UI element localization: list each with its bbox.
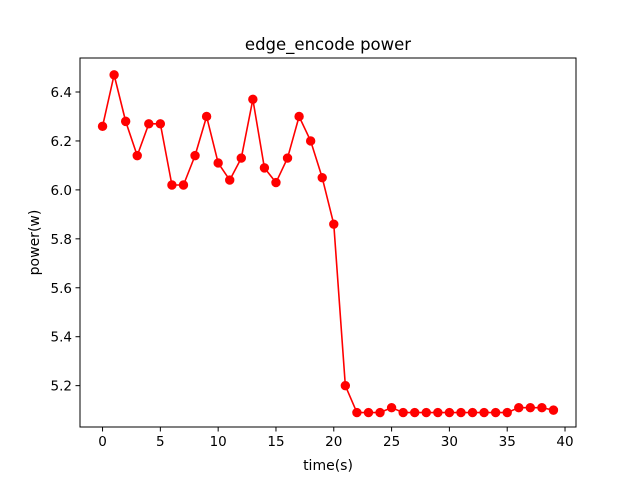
y-tick-label: 6.0 <box>51 183 72 199</box>
data-point <box>467 407 478 418</box>
y-tick-label: 6.4 <box>51 85 72 101</box>
data-point <box>178 180 189 190</box>
x-tick-label: 25 <box>383 434 400 450</box>
data-point <box>502 407 512 418</box>
x-tick-label: 15 <box>267 434 284 450</box>
data-point <box>340 380 351 391</box>
y-tick-label: 5.6 <box>51 281 72 297</box>
data-point <box>363 407 374 418</box>
x-tick-label: 40 <box>556 434 573 450</box>
x-tick-label: 20 <box>325 434 342 450</box>
series-layer <box>97 70 559 418</box>
x-tick-label: 35 <box>499 434 516 450</box>
data-point <box>456 407 466 418</box>
x-tick-label: 5 <box>156 434 165 450</box>
data-point <box>155 119 166 129</box>
data-point <box>167 180 177 190</box>
data-point <box>433 407 443 418</box>
data-point <box>537 402 547 413</box>
data-point <box>444 407 455 418</box>
series-line <box>101 74 554 414</box>
y-tick-label: 5.4 <box>51 330 72 346</box>
data-point <box>236 153 246 163</box>
data-point <box>329 219 339 229</box>
chart-title: edge_encode power <box>245 35 411 55</box>
data-point <box>490 407 501 418</box>
data-point <box>201 111 212 122</box>
data-point <box>282 153 293 163</box>
x-axis-ticks: 0 5 10 15 20 25 30 35 40 <box>98 427 574 450</box>
x-tick-label: 10 <box>210 434 227 450</box>
data-point <box>398 407 408 418</box>
data-point <box>386 402 397 413</box>
data-point <box>109 70 119 80</box>
data-point <box>248 94 258 105</box>
y-axis-ticks: 5.2 5.4 5.6 5.8 6.0 6.2 6.4 <box>51 85 80 395</box>
x-tick-label: 0 <box>98 434 107 450</box>
data-point <box>190 150 200 161</box>
x-tick-label: 30 <box>441 434 458 450</box>
data-point <box>375 407 385 418</box>
data-point <box>97 121 108 131</box>
data-point <box>213 158 223 168</box>
data-point <box>479 407 489 418</box>
data-point <box>410 407 420 418</box>
data-point <box>294 111 304 122</box>
data-point <box>120 116 131 127</box>
data-point <box>225 175 235 185</box>
y-tick-label: 6.2 <box>51 134 72 150</box>
data-point <box>317 172 327 183</box>
data-point <box>305 136 316 146</box>
plot-frame <box>79 57 577 428</box>
data-point <box>352 407 362 418</box>
data-point <box>421 407 431 418</box>
data-point <box>514 402 524 413</box>
data-point <box>132 150 142 161</box>
y-tick-label: 5.2 <box>51 379 72 395</box>
y-axis-label: power(w) <box>27 210 43 276</box>
data-point <box>259 163 270 173</box>
data-point <box>548 405 559 415</box>
data-point <box>525 402 536 413</box>
y-tick-label: 5.8 <box>51 232 72 248</box>
x-axis-label: time(s) <box>303 458 353 474</box>
data-point <box>144 119 154 129</box>
data-point <box>271 177 281 188</box>
